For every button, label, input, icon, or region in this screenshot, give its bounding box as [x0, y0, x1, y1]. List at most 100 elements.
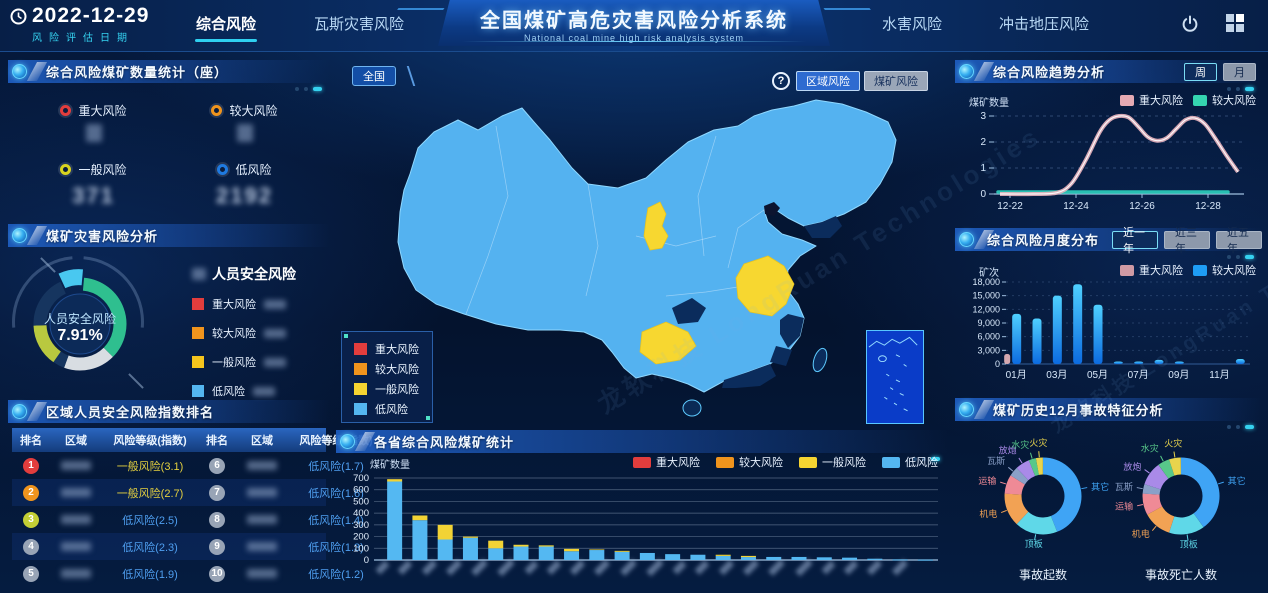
svg-text:顶板: 顶板 [1025, 538, 1043, 549]
panel-icon [12, 228, 27, 243]
pagination-dots[interactable] [1227, 425, 1254, 429]
province-zhejiang-dark [780, 314, 804, 348]
legend-item[interactable]: 重大风险 [1120, 92, 1183, 108]
legend-item[interactable]: 较大风险 [192, 325, 322, 341]
svg-text:3,000: 3,000 [977, 345, 1000, 355]
legend-swatch [354, 383, 367, 395]
legend-label: 较大风险 [739, 457, 783, 469]
legend-item[interactable]: 低风险 [882, 454, 938, 470]
rank-badge: 5 [23, 565, 39, 582]
y-axis-label: 煤矿数量 [969, 98, 1009, 109]
svg-text:2: 2 [980, 137, 986, 148]
svg-text:顶板: 顶板 [1180, 538, 1198, 549]
legend-item[interactable]: 一般风险 [192, 354, 322, 370]
mode-button-mine-risk[interactable]: 煤矿风险 [864, 71, 928, 91]
date-label: 风险评估日期 [32, 33, 134, 44]
risk-level-label: 一般风险 [78, 162, 127, 177]
svg-text:700: 700 [353, 473, 369, 484]
panel-title: 煤矿灾害风险分析 [46, 229, 159, 244]
svg-text:其它: 其它 [1228, 475, 1246, 486]
legend-title-row: 人员安全风险 [192, 264, 322, 284]
svg-text:瓦斯: 瓦斯 [987, 455, 1005, 466]
redacted-value [236, 123, 253, 142]
legend-label: 低风险 [905, 457, 938, 469]
tab-water-hazard-risk[interactable]: 水害风险 [881, 15, 942, 33]
legend-swatch [354, 403, 367, 415]
help-icon[interactable]: ? [772, 72, 790, 90]
legend-item[interactable]: 重大风险 [633, 454, 700, 470]
province-ningxia-yellow [643, 201, 669, 251]
risk-level-value: 低风险(1.2) [308, 568, 364, 581]
region-name-redacted [61, 542, 91, 551]
province-liaoning-dark [804, 216, 842, 238]
panel-risk-trend: 综合风险趋势分析 周 月 煤矿数量 重大风险 较大风险 0 1 2 3 12-22 12-… [955, 60, 1262, 224]
svg-text:01月: 01月 [1006, 369, 1027, 381]
breadcrumb-national[interactable]: 全国 [352, 66, 396, 86]
svg-text:0: 0 [980, 189, 986, 200]
panel-title: 煤矿历史12月事故特征分析 [993, 403, 1164, 418]
mode-button-region-risk[interactable]: 区域风险 [796, 71, 860, 91]
mine-count-value: 371 [72, 182, 115, 208]
risk-level-value: 低风险(2.3) [122, 541, 178, 554]
panel-monthly-distribution: 综合风险月度分布 近一年 近三年 近五年 矿次 重大风险 较大风险 0 [955, 227, 1263, 392]
svg-text:09月: 09月 [1168, 369, 1189, 381]
panel-disaster-risk: 煤矿灾害风险分析 人员安全风险 7.91% 人员安全风险 重大风险 [0, 224, 330, 415]
trend-month-button[interactable]: 月 [1223, 63, 1256, 81]
legend-item[interactable]: 较大风险 [716, 454, 783, 470]
svg-text:机电: 机电 [979, 508, 997, 519]
table-row: 4 低风险(2.3) 9 低风险(1.3) [12, 533, 364, 560]
map-legend-item[interactable]: 一般风险 [354, 379, 432, 399]
svg-text:机电: 机电 [1132, 528, 1150, 539]
table-row: 1 一般风险(3.1) 6 低风险(1.7) [12, 452, 364, 479]
svg-text:其它: 其它 [1091, 481, 1109, 492]
map-legend-item[interactable]: 重大风险 [354, 339, 432, 359]
trend-line-chart[interactable]: 0 1 2 3 12-22 12-24 12-26 12-28 [958, 106, 1258, 224]
layout-grid-icon[interactable] [1226, 14, 1246, 34]
map-legend-item[interactable]: 较大风险 [354, 359, 432, 379]
pagination-dots[interactable] [1227, 87, 1254, 91]
tab-comprehensive-risk[interactable]: 综合风险 [186, 8, 266, 38]
south-china-sea-inset-map[interactable] [866, 330, 924, 424]
china-map[interactable] [336, 56, 948, 428]
legend-item[interactable]: 重大风险 [192, 296, 322, 312]
legend-item[interactable]: 低风险 [192, 383, 322, 399]
header: 2022-12-29 风险评估日期 综合风险 瓦斯灾害风险 全国煤矿高危灾害风险… [0, 0, 1268, 52]
risk-level-value: 低风险(1.6) [308, 487, 364, 500]
tab-gas-disaster-risk[interactable]: 瓦斯灾害风险 [313, 15, 404, 33]
legend-label: 低风险 [212, 386, 245, 398]
redacted-value [264, 328, 286, 338]
legend-label: 较大风险 [1212, 95, 1256, 107]
legend-label: 重大风险 [656, 457, 700, 469]
personnel-safety-donut-chart[interactable] [8, 252, 152, 392]
monthly-bar-chart[interactable]: 0 3,000 6,000 9,000 12,000 15,000 18,000 01月 03月… [958, 276, 1258, 392]
svg-text:400: 400 [353, 508, 369, 519]
panel-icon [340, 434, 355, 449]
power-icon[interactable] [1180, 14, 1200, 34]
legend-label: 重大风险 [212, 299, 256, 311]
region-name-redacted [61, 569, 91, 578]
range-3year-button[interactable]: 近三年 [1164, 227, 1211, 255]
donut-caption: 事故起数 [1018, 568, 1067, 582]
pagination-dots[interactable] [913, 457, 940, 461]
redacted-value [264, 299, 286, 309]
svg-text:水灾: 水灾 [1011, 439, 1029, 450]
mine-count-item: 低风险 2192 [169, 153, 320, 216]
legend-label: 重大风险 [1139, 95, 1183, 107]
legend-item[interactable]: 一般风险 [799, 454, 866, 470]
tab-rockburst-risk[interactable]: 冲击地压风险 [998, 15, 1089, 33]
map-legend-item[interactable]: 低风险 [354, 399, 432, 419]
range-1year-button[interactable]: 近一年 [1112, 227, 1159, 255]
pagination-dots[interactable] [1227, 255, 1254, 259]
clock-icon [10, 8, 27, 25]
range-5year-button[interactable]: 近五年 [1216, 227, 1263, 255]
svg-text:12-28: 12-28 [1195, 201, 1221, 212]
pagination-dots[interactable] [295, 87, 322, 91]
legend-item[interactable]: 重大风险 [1120, 262, 1183, 278]
trend-week-button[interactable]: 周 [1184, 63, 1217, 81]
legend-item[interactable]: 较大风险 [1193, 262, 1256, 278]
legend-item[interactable]: 较大风险 [1193, 92, 1256, 108]
